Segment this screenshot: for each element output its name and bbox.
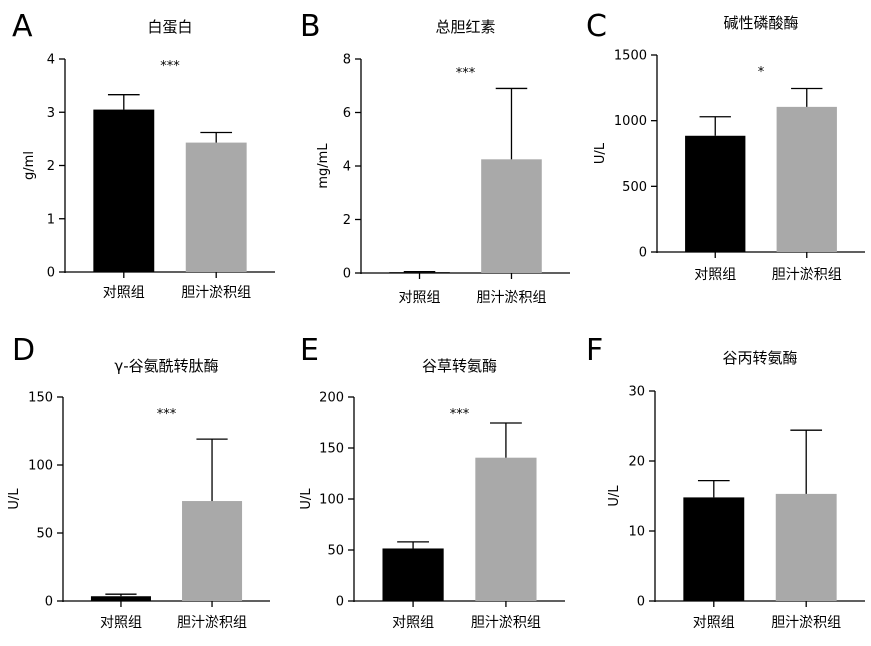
y-tick-label: 1500	[614, 49, 647, 64]
y-axis-label: U/L	[7, 488, 22, 510]
y-tick-label: 0	[639, 246, 647, 261]
category-label: 胆汁淤积组	[772, 267, 842, 283]
y-axis-label: U/L	[299, 488, 314, 510]
y-tick-label: 0	[47, 266, 55, 281]
y-tick-label: 4	[343, 160, 351, 175]
y-tick-label: 50	[36, 527, 53, 542]
y-tick-label: 20	[628, 455, 645, 470]
significance-marker: ***	[160, 59, 180, 74]
bar	[776, 106, 837, 252]
y-axis-label: U/L	[607, 485, 622, 507]
category-label: 对照组	[693, 615, 735, 631]
y-tick-label: 0	[336, 595, 344, 610]
bar	[685, 135, 746, 252]
y-tick-label: 150	[319, 442, 344, 457]
panel-letter: A	[12, 9, 33, 44]
bar	[683, 497, 745, 601]
significance-marker: ***	[450, 407, 470, 422]
y-axis-label: U/L	[593, 142, 608, 164]
chart-panel-e: E 谷草转氨酶 0 50 100 150 200 U/L 对照组 胆汁淤积组 ***	[299, 333, 565, 631]
bar	[389, 272, 450, 273]
bar	[382, 548, 444, 601]
y-tick-label: 2	[343, 213, 351, 228]
panel-title: γ-谷氨酰转肽酶	[114, 357, 218, 375]
panel-title: 谷草转氨酶	[422, 357, 497, 375]
y-tick-label: 0	[45, 595, 53, 610]
category-label: 胆汁淤积组	[471, 615, 541, 631]
chart-panel-b: B 总胆红素 0 2 4 6 8 mg/mL 对照组 胆汁淤积组 ***	[300, 9, 570, 306]
bar	[93, 109, 155, 273]
y-tick-label: 2	[47, 159, 55, 174]
y-tick-label: 3	[47, 106, 55, 121]
y-tick-label: 4	[47, 53, 55, 68]
y-tick-label: 10	[628, 525, 645, 540]
panel-letter: D	[12, 333, 35, 368]
bar	[775, 493, 837, 601]
category-label: 对照组	[103, 285, 145, 301]
category-label: 胆汁淤积组	[177, 615, 247, 631]
significance-marker: ***	[157, 407, 177, 422]
y-tick-label: 150	[28, 391, 53, 406]
y-tick-label: 500	[622, 180, 647, 195]
y-tick-label: 100	[28, 459, 53, 474]
category-label: 对照组	[694, 267, 736, 283]
panel-letter: C	[586, 9, 607, 44]
panel-letter: B	[300, 9, 321, 44]
y-axis-label: g/ml	[22, 151, 37, 180]
y-tick-label: 1000	[614, 114, 647, 129]
panel-title: 白蛋白	[147, 18, 192, 36]
bar	[185, 142, 247, 272]
category-label: 对照组	[392, 615, 434, 631]
category-label: 胆汁淤积组	[771, 615, 841, 631]
significance-marker: ***	[456, 66, 476, 81]
panel-title: 碱性磷酸酶	[723, 14, 798, 32]
y-tick-label: 30	[628, 385, 645, 400]
y-tick-label: 1	[47, 212, 55, 227]
category-label: 对照组	[399, 290, 441, 306]
chart-panel-c: C 碱性磷酸酶 0 500 1000 1500 U/L 对照组 胆汁淤积组 *	[586, 9, 865, 283]
y-tick-label: 8	[343, 53, 351, 68]
panel-title: 谷丙转氨酶	[722, 349, 797, 367]
category-label: 胆汁淤积组	[476, 290, 546, 306]
panel-title: 总胆红素	[435, 18, 495, 36]
y-tick-label: 0	[637, 595, 645, 610]
category-label: 对照组	[100, 615, 142, 631]
significance-marker: *	[758, 65, 765, 80]
y-tick-label: 200	[319, 391, 344, 406]
bar	[475, 457, 537, 601]
y-tick-label: 6	[343, 106, 351, 121]
panel-letter: E	[300, 333, 319, 368]
chart-panel-f: F 谷丙转氨酶 0 10 20 30 U/L 对照组 胆汁淤积组	[586, 333, 865, 631]
bar	[481, 159, 542, 273]
y-tick-label: 0	[343, 267, 351, 282]
chart-panel-a: A 白蛋白 0 1 2 3 4 g/ml 对照组 胆汁淤积组 ***	[12, 9, 275, 301]
y-tick-label: 100	[319, 493, 344, 508]
bar	[182, 501, 243, 601]
panel-letter: F	[586, 333, 603, 368]
y-tick-label: 50	[327, 544, 344, 559]
bar	[90, 596, 151, 601]
y-axis-label: mg/mL	[316, 143, 331, 189]
category-label: 胆汁淤积组	[181, 285, 251, 301]
